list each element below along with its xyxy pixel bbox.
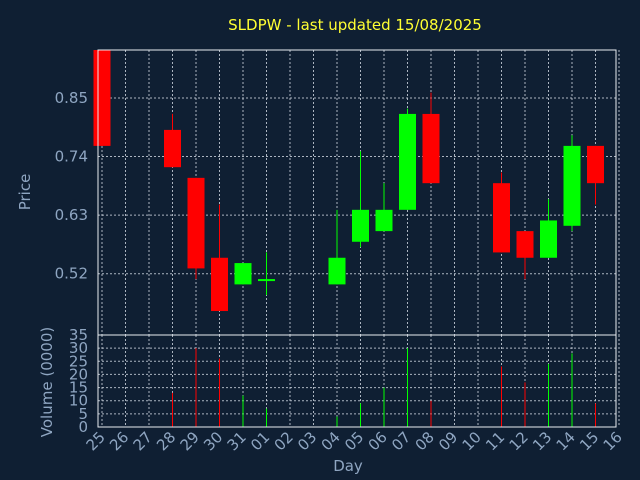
candle-body — [93, 50, 111, 146]
candle-body — [563, 145, 581, 226]
candle-31 — [234, 263, 252, 285]
day-tick-label: 02 — [271, 428, 297, 454]
volume-tick-label: 25 — [69, 352, 88, 370]
volume-tick-label: 15 — [69, 379, 88, 397]
candle-11 — [493, 172, 510, 253]
volume-tick-label: 35 — [69, 326, 88, 344]
day-tick-label: 29 — [177, 428, 203, 454]
volume-panel-frame — [97, 334, 617, 428]
candle-12 — [516, 231, 534, 280]
day-tick-label: 13 — [529, 428, 555, 454]
candle-13 — [540, 199, 557, 258]
price-tick-label: 0.74 — [55, 148, 88, 166]
price-tick-label: 0.63 — [55, 206, 88, 224]
candle-07 — [399, 108, 416, 210]
price-candles — [93, 50, 604, 312]
candle-28 — [164, 113, 181, 168]
day-tick-label: 08 — [412, 428, 438, 454]
candle-body — [328, 257, 346, 285]
candle-body — [540, 220, 557, 258]
day-tick-label: 01 — [247, 428, 273, 454]
day-tick-label: 14 — [553, 428, 579, 454]
candle-body — [352, 209, 369, 242]
candle-01 — [258, 252, 275, 296]
day-tick-label: 11 — [482, 428, 508, 454]
candle-body — [258, 279, 275, 282]
day-tick-label: 15 — [576, 428, 602, 454]
volume-tick-label: 10 — [69, 392, 88, 410]
day-tick-labels: 2526272829303101020304050607080910111213… — [83, 428, 626, 454]
day-tick-label: 26 — [106, 428, 132, 454]
candle-body — [422, 113, 440, 184]
day-tick-label: 31 — [224, 428, 250, 454]
candle-30 — [211, 204, 228, 312]
day-tick-label: 30 — [200, 428, 226, 454]
price-tick-label: 0.52 — [55, 265, 88, 283]
volume-grid — [98, 334, 620, 428]
volume-tick-label: 5 — [78, 405, 88, 423]
day-tick-label: 12 — [506, 428, 532, 454]
volume-tick-label: 20 — [69, 365, 88, 383]
day-tick-label: 27 — [130, 428, 156, 454]
candle-body — [375, 209, 393, 232]
day-tick-label: 09 — [435, 428, 461, 454]
day-tick-label: 07 — [388, 428, 414, 454]
candle-body — [493, 183, 510, 253]
candle-29 — [187, 177, 205, 280]
candle-15 — [587, 145, 604, 205]
day-tick-label: 16 — [600, 428, 626, 454]
candle-05 — [352, 151, 369, 248]
day-tick-label: 04 — [318, 428, 344, 454]
volume-axis-label: Volume (0000) — [38, 327, 56, 437]
candle-body — [187, 177, 205, 269]
candle-body — [587, 145, 604, 184]
day-tick-label: 03 — [294, 428, 320, 454]
candle-body — [399, 113, 416, 210]
price-tick-labels: 0.52 0.63 0.74 0.85 — [55, 89, 88, 283]
price-tick-label: 0.85 — [55, 89, 88, 107]
volume-tick-label: 0 — [78, 418, 88, 436]
chart-title: SLDPW - last updated 15/08/2025 — [228, 16, 482, 34]
candle-04 — [328, 209, 346, 285]
day-tick-label: 05 — [341, 428, 367, 454]
day-tick-label: 06 — [365, 428, 391, 454]
day-tick-label: 28 — [153, 428, 179, 454]
candle-body — [234, 263, 252, 285]
candle-14 — [563, 135, 581, 232]
candle-25 — [93, 50, 111, 146]
candle-body — [516, 231, 534, 258]
candle-body — [211, 257, 228, 312]
volume-tick-label: 30 — [69, 339, 88, 357]
candle-08 — [422, 92, 440, 184]
price-grid — [98, 50, 620, 335]
price-axis-label: Price — [16, 174, 34, 211]
day-axis-label: Day — [333, 457, 363, 475]
volume-bars — [172, 348, 596, 427]
candle-body — [164, 129, 181, 168]
price-panel-frame — [97, 49, 617, 336]
day-tick-label: 10 — [459, 428, 485, 454]
candle-06 — [375, 183, 393, 232]
